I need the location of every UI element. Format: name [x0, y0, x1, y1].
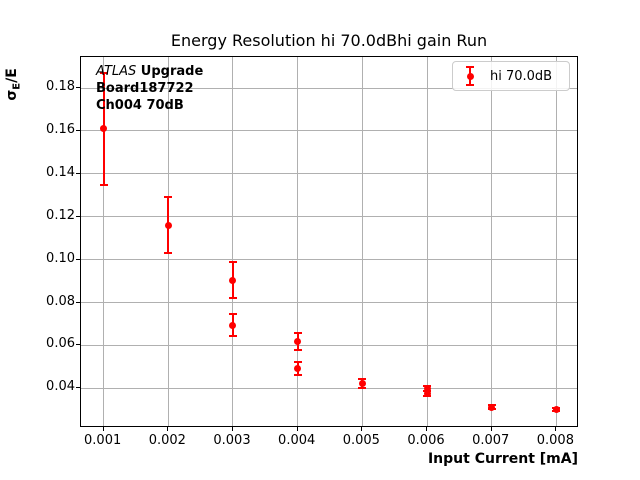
error-bar-cap-top — [228, 313, 237, 316]
legend-errorbar-dot — [466, 72, 474, 80]
error-bar-cap-bottom — [228, 297, 237, 300]
y-tick-label: 0.16 — [46, 121, 75, 137]
x-tick-label: 0.008 — [536, 433, 574, 448]
error-bar-cap-top — [358, 378, 367, 381]
annotation-line-2: Board187722 — [96, 81, 194, 96]
error-bar-cap-bottom — [99, 183, 108, 186]
legend-errorbar-cap-bottom — [466, 84, 474, 86]
y-gridline — [81, 87, 577, 89]
data-point — [229, 276, 237, 284]
y-gridline — [81, 387, 577, 389]
error-bar-cap-top — [99, 72, 108, 75]
error-bar-cap-top — [293, 360, 302, 363]
y-axis-label-text: σE/E — [4, 68, 23, 100]
errorbar-marker-icon — [464, 66, 476, 86]
x-tick-label: 0.004 — [278, 433, 316, 448]
y-tick-mark — [76, 258, 80, 260]
y-tick-label: 0.04 — [46, 379, 75, 395]
data-point — [423, 390, 431, 398]
y-tick-label: 0.06 — [46, 336, 75, 352]
data-point — [294, 364, 302, 372]
data-point — [164, 221, 172, 229]
y-tick-label: 0.14 — [46, 164, 75, 180]
x-tick-mark — [361, 427, 363, 431]
x-gridline — [491, 57, 493, 426]
data-point — [229, 321, 237, 329]
y-gridline — [81, 302, 577, 304]
ylabel-suffix: /E — [3, 67, 20, 83]
data-point — [100, 125, 108, 133]
x-gridline — [232, 57, 234, 426]
data-point — [552, 405, 560, 413]
legend-entry-label: hi 70.0dB — [490, 68, 553, 84]
data-point — [488, 403, 496, 411]
y-tick-mark — [76, 344, 80, 346]
data-point — [358, 380, 366, 388]
x-tick-mark — [231, 427, 233, 431]
x-gridline — [555, 57, 557, 426]
annotation-line-3: Ch004 70dB — [96, 98, 184, 113]
x-tick-label: 0.002 — [148, 433, 186, 448]
plot-area — [80, 56, 578, 427]
x-tick-mark — [426, 427, 427, 431]
x-gridline — [426, 57, 428, 426]
annotation-line-1: ATLAS Upgrade — [96, 63, 203, 80]
y-gridline — [81, 130, 577, 132]
y-tick-label: 0.08 — [46, 293, 75, 309]
x-tick-label: 0.007 — [472, 433, 510, 448]
plot-annotation: ATLAS Upgrade Board187722 Ch004 70dB — [96, 63, 203, 114]
y-tick-label: 0.12 — [46, 207, 75, 223]
legend-box: hi 70.0dB — [452, 61, 570, 91]
error-bar-cap-bottom — [293, 348, 302, 351]
x-tick-label: 0.001 — [84, 433, 122, 448]
x-axis-label: Input Current [mA] — [427, 451, 578, 467]
x-tick-mark — [296, 427, 298, 431]
sigma-symbol: σ — [3, 89, 20, 101]
y-tick-mark — [76, 215, 80, 217]
y-tick-mark — [76, 129, 80, 131]
error-bar-cap-bottom — [164, 252, 173, 255]
error-bar-cap-top — [293, 331, 302, 334]
error-bar-cap-bottom — [293, 373, 302, 376]
y-tick-mark — [76, 172, 80, 174]
error-bar-cap-top — [228, 260, 237, 263]
data-point — [423, 385, 431, 393]
error-bar-cap-top — [164, 196, 173, 199]
x-gridline — [361, 57, 363, 426]
x-tick-label: 0.003 — [213, 433, 251, 448]
y-tick-mark — [76, 87, 80, 89]
x-tick-mark — [490, 427, 492, 431]
x-tick-mark — [167, 427, 169, 431]
x-tick-label: 0.005 — [342, 433, 380, 448]
y-axis-label: σE/E — [0, 53, 27, 115]
x-gridline — [103, 57, 105, 426]
y-gridline — [81, 259, 577, 261]
x-tick-label: 0.006 — [407, 433, 445, 448]
x-gridline — [297, 57, 299, 426]
y-tick-label: 0.18 — [46, 79, 75, 95]
x-tick-mark — [102, 427, 104, 431]
sigma-subscript: E — [11, 82, 23, 90]
y-gridline — [81, 173, 577, 175]
x-tick-mark — [555, 427, 557, 431]
y-gridline — [81, 216, 577, 218]
error-bar-cap-bottom — [358, 386, 367, 389]
annotation-brand: ATLAS — [96, 64, 137, 79]
data-point — [294, 337, 302, 345]
chart-title: Energy Resolution hi 70.0dBhi gain Run — [170, 31, 488, 50]
y-tick-label: 0.10 — [46, 250, 75, 266]
y-gridline — [81, 344, 577, 346]
y-tick-mark — [76, 387, 80, 389]
error-bar-cap-bottom — [228, 334, 237, 337]
y-tick-mark — [76, 301, 80, 303]
annotation-brand-suffix: Upgrade — [136, 64, 204, 79]
